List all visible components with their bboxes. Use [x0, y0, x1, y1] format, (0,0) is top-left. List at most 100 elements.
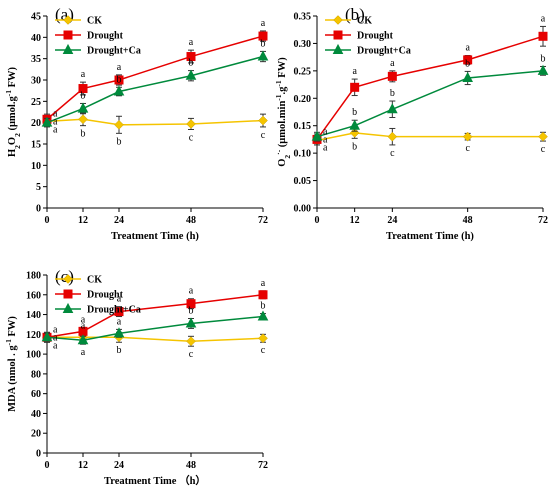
data-point — [311, 130, 323, 141]
data-point — [186, 336, 196, 347]
y-tick-label: 180 — [26, 271, 41, 282]
data-point — [113, 327, 125, 338]
data-point — [114, 307, 124, 317]
significance-label: b — [117, 136, 122, 147]
significance-label: a — [117, 316, 122, 327]
y-tick-label: 10 — [31, 161, 41, 172]
y-axis-title: MDA (nmol . g-1 FW) — [4, 316, 19, 412]
significance-label: b — [261, 301, 266, 312]
data-point — [537, 64, 549, 75]
significance-label: c — [261, 130, 266, 141]
legend-entry: Drought+Ca — [325, 43, 411, 57]
data-point — [257, 50, 269, 61]
data-point — [258, 333, 268, 344]
significance-label: c — [541, 144, 546, 155]
y-tick-label: 0.10 — [294, 149, 312, 160]
y-axis-title: H2O2 (μmol.g-1 FW) — [4, 67, 22, 158]
y-axis-title: O2·- (μmol.min-1.g-1 FW) — [274, 57, 292, 167]
legend-label: Drought+Ca — [87, 46, 141, 57]
significance-label: a — [261, 278, 266, 289]
significance-label: b — [117, 345, 122, 356]
y-tick-label: 160 — [26, 290, 41, 301]
y-tick-label: 0.35 — [294, 12, 312, 23]
significance-label: b — [81, 90, 86, 101]
series-line — [46, 35, 264, 120]
data-point — [387, 71, 397, 81]
series-drought-ca — [41, 50, 269, 128]
significance-label: a — [465, 42, 470, 53]
data-point — [350, 82, 360, 92]
data-point — [538, 31, 548, 41]
data-point — [463, 55, 473, 65]
legend-swatch-marker — [333, 15, 343, 25]
data-point — [258, 290, 268, 300]
x-tick-label: 72 — [538, 215, 548, 226]
data-point — [185, 317, 197, 328]
significance-label: a — [53, 332, 58, 343]
significance-label: a — [189, 286, 194, 297]
data-point — [186, 119, 196, 129]
x-tick-label: 12 — [78, 460, 88, 471]
significance-label: a — [541, 13, 546, 24]
significance-label: a — [390, 58, 395, 69]
x-tick-label: 12 — [350, 215, 360, 226]
x-axis-title: Treatment Time (h) — [111, 231, 199, 242]
x-axis-title: Treatment Time （h） — [104, 474, 206, 487]
legend-swatch-marker — [62, 302, 74, 313]
significance-label: b — [465, 58, 470, 69]
significance-label: b — [390, 88, 395, 99]
y-tick-label: 35 — [31, 54, 41, 65]
data-point — [185, 69, 197, 80]
data-point — [462, 71, 473, 82]
y-tick-label: 0.05 — [294, 176, 312, 187]
chart-panel-3: 0 20 40 60 80 100 120 140 160 180 0 12 24 48 72 (c) Trea… — [4, 267, 269, 487]
significance-label: b — [541, 53, 546, 64]
y-tick-label: 15 — [31, 140, 41, 151]
y-tick-label: 0 — [36, 204, 41, 215]
y-tick-label: 20 — [31, 429, 41, 440]
series-drought-ca — [311, 64, 549, 142]
legend-label: CK — [357, 16, 372, 27]
data-point — [114, 75, 124, 85]
significance-label: a — [53, 116, 58, 127]
x-tick-label: 48 — [186, 215, 196, 226]
legend-swatch-marker — [63, 274, 73, 284]
legend-swatch-marker — [63, 289, 73, 299]
legend-label: Drought — [87, 31, 124, 42]
legend-entry: Drought+Ca — [55, 43, 141, 57]
data-point — [186, 52, 196, 62]
data-point — [113, 85, 125, 96]
y-tick-label: 0 — [36, 449, 41, 460]
y-tick-label: 80 — [31, 369, 41, 380]
significance-label: a — [81, 320, 86, 331]
x-axis-title: Treatment Time (h) — [386, 231, 474, 242]
legend-entry: CK — [325, 15, 372, 27]
data-point — [257, 310, 269, 321]
significance-label: c — [465, 143, 470, 154]
x-tick-label: 48 — [186, 460, 196, 471]
y-tick-label: 0.20 — [294, 94, 312, 105]
significance-label: b — [352, 107, 357, 118]
legend-label: Drought — [87, 290, 124, 301]
series-ck — [312, 126, 548, 146]
significance-label: a — [53, 108, 58, 119]
data-point — [349, 119, 360, 130]
data-point — [387, 131, 398, 142]
x-tick-label: 0 — [315, 215, 320, 226]
legend-entry: Drought — [325, 30, 394, 42]
y-tick-label: 120 — [26, 330, 41, 341]
data-point — [462, 131, 473, 142]
significance-label: b — [117, 74, 122, 85]
y-tick-label: 60 — [31, 389, 41, 400]
significance-label: a — [81, 69, 86, 80]
significance-label: a — [323, 142, 328, 153]
x-tick-label: 72 — [258, 460, 268, 471]
data-point — [77, 334, 89, 345]
y-tick-label: 45 — [31, 12, 41, 23]
legend-label: CK — [87, 16, 102, 27]
y-tick-label: 30 — [31, 76, 41, 87]
x-tick-label: 24 — [387, 215, 397, 226]
y-tick-label: 0.25 — [294, 66, 312, 77]
